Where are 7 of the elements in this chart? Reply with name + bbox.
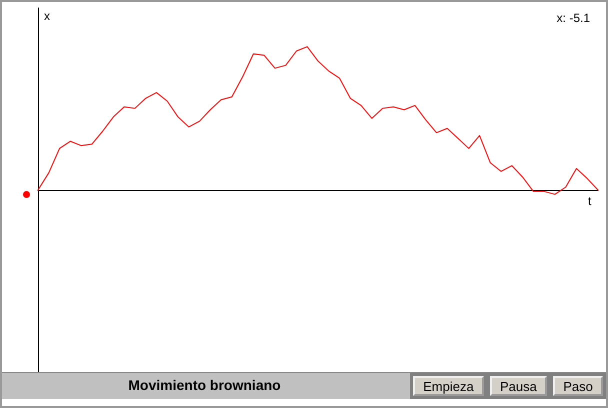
text: Empieza — [413, 376, 484, 396]
x-axis-title: t — [588, 194, 592, 208]
text: Paso — [553, 376, 603, 396]
y-axis-title: x — [44, 9, 50, 23]
text: x: -5.1 — [556, 11, 590, 25]
text: Movimiento browniano — [127, 377, 282, 393]
text: Pausa — [490, 376, 547, 396]
